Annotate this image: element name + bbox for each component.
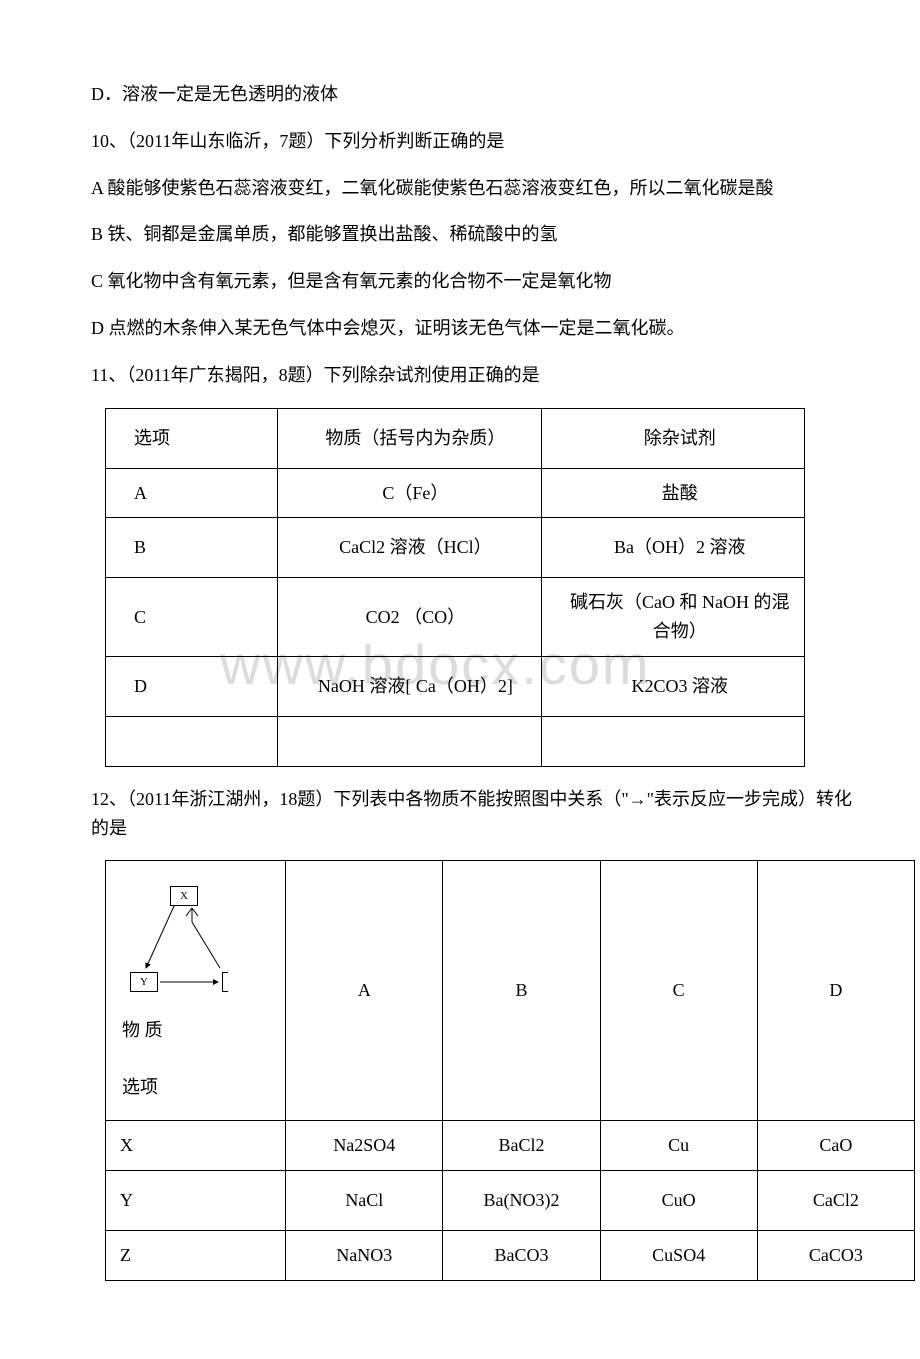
- table-header: B: [443, 861, 600, 1121]
- table-row: C CO2 （CO） 碱石灰（CaO 和 NaOH 的混合物）: [106, 578, 805, 657]
- page-content: D．溶液一定是无色透明的液体 10、（2011年山东临沂，7题）下列分析判断正确…: [55, 80, 865, 1281]
- option-d-text: D．溶液一定是无色透明的液体: [55, 80, 865, 109]
- table-row: B CaCl2 溶液（HCl） Ba（OH）2 溶液: [106, 518, 805, 578]
- q10-option-c: C 氧化物中含有氧元素，但是含有氧元素的化合物不一定是氧化物: [55, 267, 865, 296]
- cell-substance: CaCl2 溶液（HCl）: [278, 518, 541, 578]
- cell-value: NaNO3: [286, 1231, 443, 1281]
- table-header: 物质（括号内为杂质）: [278, 408, 541, 468]
- relation-diagram: X Y: [122, 886, 252, 1006]
- q12-table: X Y: [105, 860, 915, 1281]
- cell-value: Ba(NO3)2: [443, 1171, 600, 1231]
- table-row: 选项 物质（括号内为杂质） 除杂试剂: [106, 408, 805, 468]
- cell-substance: NaOH 溶液[ Ca（OH）2]: [278, 656, 541, 716]
- cell-value: CaCO3: [757, 1231, 914, 1281]
- cell-empty: [106, 716, 278, 766]
- cell-value: CaO: [757, 1121, 914, 1171]
- cell-reagent: Ba（OH）2 溶液: [541, 518, 804, 578]
- cell-value: CaCl2: [757, 1171, 914, 1231]
- cell-diagram: X Y: [106, 861, 286, 1121]
- cell-value: BaCl2: [443, 1121, 600, 1171]
- cell-substance: C（Fe）: [278, 468, 541, 518]
- table-header: 除杂试剂: [541, 408, 804, 468]
- table-header: D: [757, 861, 914, 1121]
- label-wuzhi: 物 质: [112, 1016, 279, 1045]
- cell-empty: [278, 716, 541, 766]
- cell-value: CuO: [600, 1171, 757, 1231]
- table-row: Y NaCl Ba(NO3)2 CuO CaCl2: [106, 1171, 915, 1231]
- q12-stem: 12、（2011年浙江湖州，18题）下列表中各物质不能按照图中关系（"→"表示反…: [55, 785, 865, 843]
- cell-option: D: [106, 656, 278, 716]
- table-row: D NaOH 溶液[ Ca（OH）2] K2CO3 溶液: [106, 656, 805, 716]
- cell-substance: CO2 （CO）: [278, 578, 541, 657]
- q10-stem: 10、（2011年山东临沂，7题）下列分析判断正确的是: [55, 127, 865, 156]
- cell-label: Y: [106, 1171, 286, 1231]
- cell-empty: [541, 716, 804, 766]
- cell-value: NaCl: [286, 1171, 443, 1231]
- diagram-arrows-icon: [122, 886, 252, 1006]
- q10-option-b: B 铁、铜都是金属单质，都能够置换出盐酸、稀硫酸中的氢: [55, 220, 865, 249]
- cell-reagent: K2CO3 溶液: [541, 656, 804, 716]
- table-row: A C（Fe） 盐酸: [106, 468, 805, 518]
- table-header: 选项: [106, 408, 278, 468]
- cell-label: Z: [106, 1231, 286, 1281]
- table-row: [106, 716, 805, 766]
- cell-value: Na2SO4: [286, 1121, 443, 1171]
- cell-value: CuSO4: [600, 1231, 757, 1281]
- q10-option-a: A 酸能够使紫色石蕊溶液变红，二氧化碳能使紫色石蕊溶液变红色，所以二氧化碳是酸: [55, 174, 865, 203]
- label-xuanxiang: 选项: [112, 1073, 279, 1102]
- table-row: Z NaNO3 BaCO3 CuSO4 CaCO3: [106, 1231, 915, 1281]
- cell-reagent: 碱石灰（CaO 和 NaOH 的混合物）: [541, 578, 804, 657]
- table-row: X Y: [106, 861, 915, 1121]
- q11-stem: 11、（2011年广东揭阳，8题）下列除杂试剂使用正确的是: [55, 361, 865, 390]
- table-row: X Na2SO4 BaCl2 Cu CaO: [106, 1121, 915, 1171]
- cell-reagent: 盐酸: [541, 468, 804, 518]
- cell-value: Cu: [600, 1121, 757, 1171]
- table-header: C: [600, 861, 757, 1121]
- cell-option: C: [106, 578, 278, 657]
- cell-option: B: [106, 518, 278, 578]
- cell-value: BaCO3: [443, 1231, 600, 1281]
- q11-table: 选项 物质（括号内为杂质） 除杂试剂 A C（Fe） 盐酸 B CaCl2 溶液…: [105, 408, 805, 767]
- q10-option-d: D 点燃的木条伸入某无色气体中会熄灭，证明该无色气体一定是二氧化碳。: [55, 314, 865, 343]
- table-header: A: [286, 861, 443, 1121]
- cell-option: A: [106, 468, 278, 518]
- cell-label: X: [106, 1121, 286, 1171]
